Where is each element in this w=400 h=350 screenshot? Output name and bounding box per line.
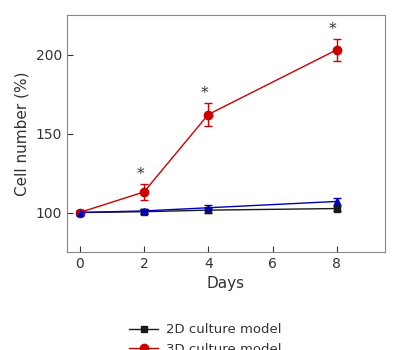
Legend: 2D culture model, 3D culture model, Spheroid culture model: 2D culture model, 3D culture model, Sphe… bbox=[124, 318, 328, 350]
Text: *: * bbox=[136, 167, 144, 181]
Text: *: * bbox=[200, 86, 208, 100]
Text: *: * bbox=[329, 22, 337, 36]
Y-axis label: Cell number (%): Cell number (%) bbox=[15, 71, 30, 196]
X-axis label: Days: Days bbox=[207, 276, 245, 292]
